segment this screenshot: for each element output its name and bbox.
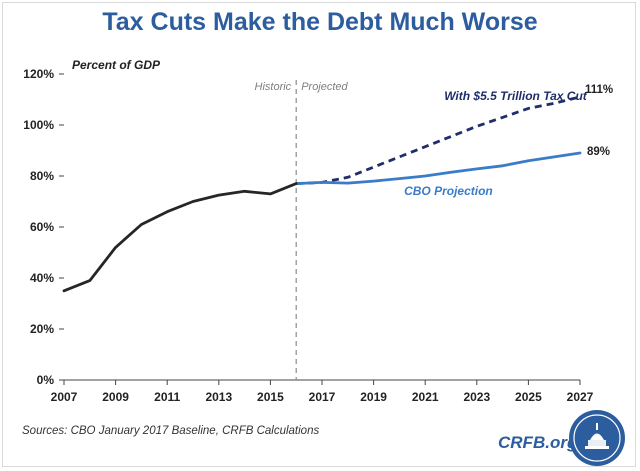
series-lines bbox=[62, 95, 582, 293]
y-tick-label: 80% bbox=[30, 169, 54, 183]
x-tick-label: 2013 bbox=[205, 390, 232, 404]
y-tick-label: 100% bbox=[23, 118, 54, 132]
historic-line bbox=[62, 182, 298, 293]
source-note: Sources: CBO January 2017 Baseline, CRFB… bbox=[22, 425, 320, 437]
x-tick-label: 2023 bbox=[463, 390, 490, 404]
brand-link[interactable]: CRFB.org bbox=[498, 433, 578, 452]
chart-frame bbox=[2, 2, 636, 467]
x-tick-label: 2015 bbox=[257, 390, 284, 404]
projected-label: Projected bbox=[301, 81, 348, 93]
chart-title: Tax Cuts Make the Debt Much Worse bbox=[102, 8, 538, 36]
y-axis-label: Percent of GDP bbox=[72, 58, 161, 72]
y-tick-label: 120% bbox=[23, 67, 54, 81]
y-tick-label: 40% bbox=[30, 271, 54, 285]
axes bbox=[59, 73, 581, 385]
cbo-projection-line bbox=[294, 151, 582, 186]
chart-labels: 0% 20% 40% 60% 80% 100% 120% 2007 2009 2011 2013 20… bbox=[23, 58, 613, 404]
x-tick-label: 2019 bbox=[360, 390, 387, 404]
x-tick-label: 2017 bbox=[309, 390, 336, 404]
x-tick-label: 2009 bbox=[102, 390, 129, 404]
y-tick-label: 0% bbox=[37, 373, 55, 387]
tax-cut-line bbox=[296, 95, 581, 185]
cbo-series-label: CBO Projection bbox=[404, 184, 493, 198]
x-tick-label: 2007 bbox=[51, 390, 78, 404]
x-tick-label: 2011 bbox=[154, 390, 180, 404]
y-tick-label: 60% bbox=[30, 220, 54, 234]
y-tick-label: 20% bbox=[30, 322, 54, 336]
crfb-seal-logo bbox=[569, 410, 625, 466]
x-tick-label: 2021 bbox=[412, 390, 439, 404]
x-tick-label: 2025 bbox=[515, 390, 542, 404]
historic-label: Historic bbox=[255, 81, 292, 93]
cbo-end-value: 89% bbox=[587, 146, 610, 158]
x-tick-label: 2027 bbox=[567, 390, 594, 404]
tax-cut-series-label: With $5.5 Trillion Tax Cut bbox=[444, 89, 588, 103]
tax-cut-end-value: 111% bbox=[585, 84, 613, 96]
